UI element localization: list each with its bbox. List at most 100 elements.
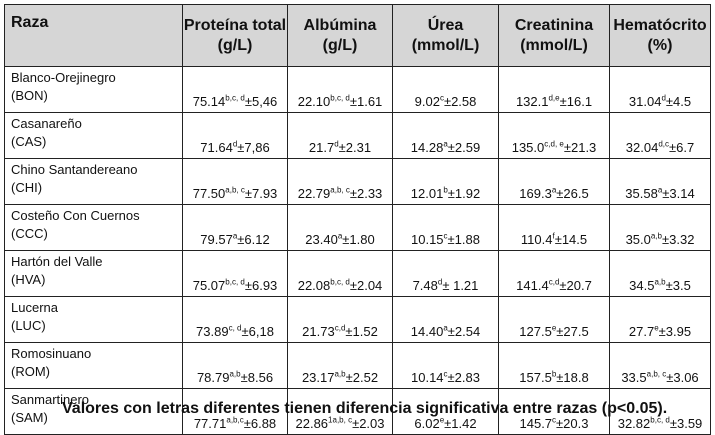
significance-letters: a [232, 231, 238, 241]
value-text: 32.82b,c, d±3.59 [618, 416, 703, 431]
mean-value: 35.58 [625, 186, 658, 201]
breed-code: (LUC) [11, 318, 46, 333]
value-text: 77.71a,b,c±6.88 [194, 416, 276, 431]
value-cell: 75.14b,c, d±5,46 [182, 66, 288, 113]
significance-letters: e [439, 415, 445, 425]
significance-letters: a,b,c [226, 415, 244, 425]
value-text: 33.5a,b, c±3.06 [621, 370, 698, 385]
significance-letters: c,d [334, 323, 346, 333]
std-deviation: ±1.52 [345, 324, 378, 339]
header-label: Úrea [427, 16, 464, 34]
table-row: Casanareño (CAS) 71.64d±7,86 21.7d±2.31 14.2… [4, 112, 711, 159]
mean-value: 135.0 [511, 140, 545, 155]
mean-value: 110.4 [520, 232, 553, 247]
std-deviation: ±5,46 [244, 94, 278, 109]
value-text: 75.07b,c, d±6.93 [193, 278, 278, 293]
mean-value: 23.40 [305, 232, 338, 247]
table-body: Blanco-Orejinegro (BON) 75.14b,c, d±5,46 22… [4, 66, 711, 435]
table-row: Sanmartinero (SAM) 77.71a,b,c±6.88 22.861a,… [4, 388, 711, 435]
data-table: Raza Proteína total (g/L) Albúmina (g/L) Ú… [4, 4, 711, 435]
std-deviation: ±2.59 [447, 140, 481, 155]
value-text: 110.4f±14.5 [521, 232, 587, 247]
mean-value: 32.82 [617, 416, 651, 431]
header-unit: (mmol/L) [520, 36, 588, 54]
table-row: Blanco-Orejinegro (BON) 75.14b,c, d±5,46 22… [4, 66, 711, 113]
breed-name: Blanco-Orejinegro [11, 70, 116, 85]
breed-code: (HVA) [11, 272, 46, 287]
header-albumina: Albúmina (g/L) [287, 4, 393, 67]
table-row: Lucerna (LUC) 73.89c, d±6,18 21.73c,d±1.52 1… [4, 296, 711, 343]
significance-letters: a,b, c [330, 185, 350, 195]
value-cell: 169.3a±26.5 [498, 158, 610, 205]
breed-name: Romosinuano [11, 346, 92, 361]
std-deviation: ±1.80 [342, 232, 375, 247]
mean-value: 6.02 [414, 416, 440, 431]
significance-letters: c [552, 415, 557, 425]
std-deviation: ±3.95 [658, 324, 692, 339]
mean-value: 31.04 [628, 94, 662, 109]
value-cell: 12.01b±1.92 [392, 158, 499, 205]
header-creatinina: Creatinina (mmol/L) [498, 4, 610, 67]
mean-value: 145.7 [519, 416, 553, 431]
value-text: 23.17a,b±2.52 [302, 370, 378, 385]
value-cell: 14.40a±2.54 [392, 296, 499, 343]
header-unit: (mmol/L) [411, 36, 480, 54]
value-text: 6.02e±1.42 [414, 416, 476, 431]
significance-letters: a [443, 139, 448, 149]
mean-value: 14.40 [410, 324, 444, 339]
breed-cell: Blanco-Orejinegro (BON) [4, 66, 183, 113]
mean-value: 14.28 [410, 140, 444, 155]
mean-value: 77.50 [192, 186, 226, 201]
value-cell: 71.64d±7,86 [182, 112, 288, 159]
std-deviation: ±6.12 [237, 232, 270, 247]
significance-letters: a,b, c [225, 185, 245, 195]
breed-cell: Chino Santandereano (CHI) [4, 158, 183, 205]
value-text: 75.14b,c, d±5,46 [193, 94, 278, 109]
value-text: 135.0c,d, e±21.3 [512, 140, 597, 155]
breed-cell: Hartón del Valle (HVA) [4, 250, 183, 297]
value-text: 21.73c,d±1.52 [302, 324, 378, 339]
significance-letters: c [443, 369, 448, 379]
significance-letters: a [443, 323, 448, 333]
std-deviation: ±3.59 [669, 416, 703, 431]
table-row: Costeño Con Cuernos (CCC) 79.57a±6.12 23.40… [4, 204, 711, 251]
value-cell: 10.14c±2.83 [392, 342, 499, 389]
significance-letters: a,b [334, 369, 346, 379]
mean-value: 10.15 [411, 232, 444, 247]
std-deviation: ±3.5 [665, 278, 691, 293]
value-cell: 141.4c,d±20.7 [498, 250, 610, 297]
value-cell: 110.4f±14.5 [498, 204, 610, 251]
value-cell: 21.7d±2.31 [287, 112, 393, 159]
mean-value: 75.07 [192, 278, 226, 293]
value-text: 79.57a±6.12 [200, 232, 269, 247]
header-label: Hematócrito [613, 16, 707, 34]
std-deviation: ±2.33 [349, 186, 383, 201]
significance-letters: d,e [548, 93, 560, 103]
mean-value: 27.7 [628, 324, 655, 339]
significance-letters: c,d [548, 277, 560, 287]
breed-cell: Sanmartinero (SAM) [4, 388, 183, 435]
significance-letters: c [443, 231, 448, 241]
mean-value: 12.01 [410, 186, 444, 201]
mean-value: 75.14 [192, 94, 226, 109]
std-deviation: ±20.7 [559, 278, 592, 293]
significance-letters: d,c [658, 139, 669, 149]
value-cell: 157.5b±18.8 [498, 342, 610, 389]
significance-letters: d [437, 277, 443, 287]
std-deviation: ±8.56 [240, 370, 274, 385]
value-cell: 22.10b,c, d±1.61 [287, 66, 393, 113]
value-cell: 21.73c,d±1.52 [287, 296, 393, 343]
significance-letters: b,c, d [650, 415, 670, 425]
table-row: Romosinuano (ROM) 78.79a,b±8.56 23.17a,b±2.… [4, 342, 711, 389]
std-deviation: ± 1.21 [442, 278, 479, 293]
value-text: 169.3a±26.5 [519, 186, 588, 201]
mean-value: 22.10 [297, 94, 331, 109]
significance-letters: a,b [229, 369, 241, 379]
significance-letters: c [439, 93, 444, 103]
value-cell: 22.861a,b, c±2.03 [287, 388, 393, 435]
value-cell: 35.0a,b±3.32 [609, 204, 711, 251]
breed-code: (CHI) [11, 180, 43, 195]
breed-name: Chino Santandereano [11, 162, 138, 177]
significance-letters: e [551, 323, 557, 333]
